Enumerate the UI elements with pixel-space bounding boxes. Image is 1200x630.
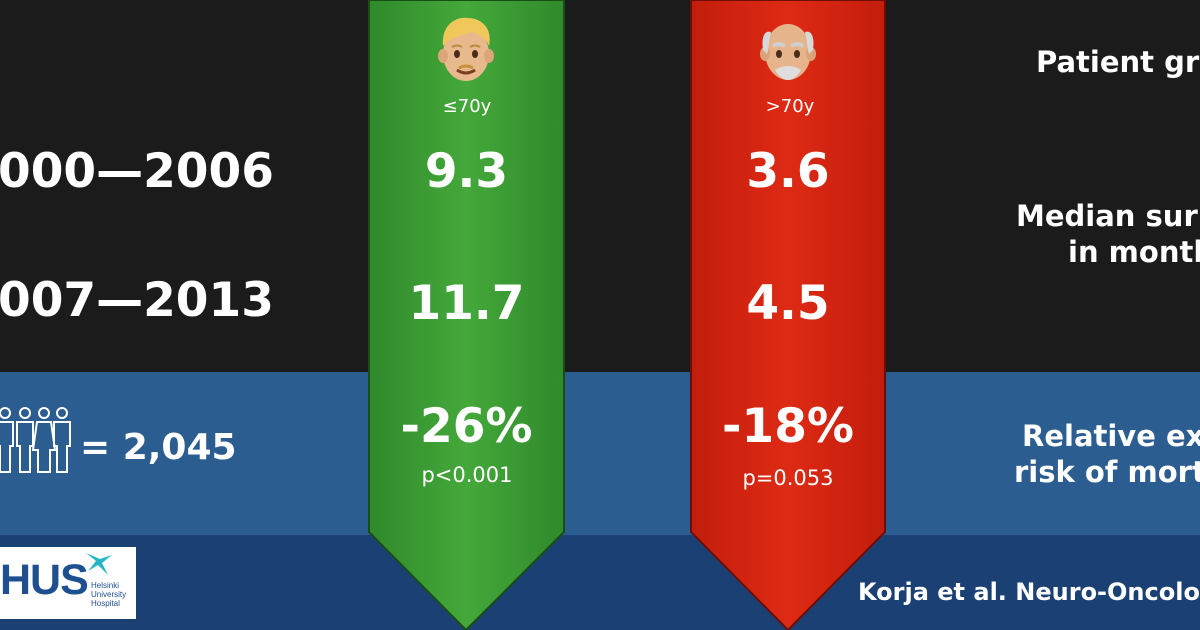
patient-count: = 2,045 — [80, 427, 237, 468]
old-relative-risk: -18% — [721, 399, 854, 454]
young-median-2000-2006: 9.3 — [424, 144, 509, 199]
young-age-label: ≤70y — [442, 96, 492, 117]
old-age-label: >70y — [765, 96, 815, 117]
citation-reference: Korja et al. Neuro-Oncolog — [858, 578, 1200, 606]
logo-subtitle: Helsinki University Hospital — [91, 581, 127, 608]
logo-cross-icon — [86, 553, 112, 575]
young-relative-risk: -26% — [400, 399, 533, 454]
old-median-2000-2006: 3.6 — [746, 144, 830, 199]
old-median-2007-2013: 4.5 — [746, 276, 830, 331]
background-black-band — [0, 0, 1200, 372]
hus-logo: HUS Helsinki University Hospital — [0, 547, 136, 619]
old-group-arrow — [690, 0, 886, 630]
young-median-2007-2013: 11.7 — [408, 276, 525, 331]
logo-wordmark: HUS — [0, 556, 89, 604]
median-survival-label-line1: Median sur — [1016, 199, 1198, 233]
old-man-face-icon — [760, 24, 816, 80]
young-man-face-icon — [438, 17, 494, 81]
patient-group-label: Patient gro — [1036, 45, 1200, 79]
people-icon — [0, 407, 71, 473]
median-survival-label-line2: in month — [1068, 235, 1200, 269]
young-p-value: p<0.001 — [421, 463, 513, 487]
period-label-2007-2013: 007—2013 — [0, 273, 274, 328]
period-label-2000-2006: 000—2006 — [0, 144, 274, 199]
relative-risk-label-line2: risk of mort — [1014, 455, 1200, 489]
old-p-value: p=0.053 — [742, 466, 834, 490]
background-navy-band — [0, 535, 1200, 630]
background-blue-band — [0, 372, 1200, 535]
relative-risk-label-line1: Relative ex — [1022, 419, 1200, 453]
young-group-arrow — [368, 0, 565, 630]
